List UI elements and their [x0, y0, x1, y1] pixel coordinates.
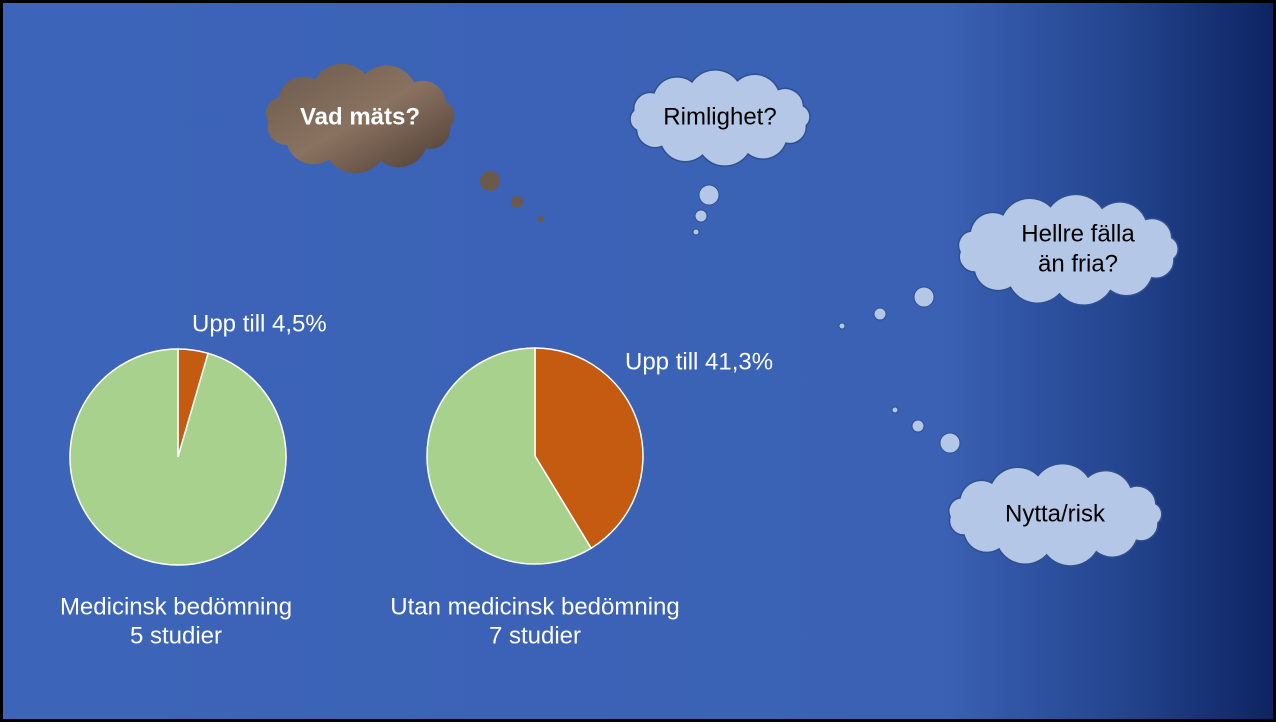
cloud-text: Rimlighet?: [663, 103, 776, 130]
value-label: Upp till 4,5%: [192, 310, 327, 337]
cloud-text: än fria?: [1038, 250, 1118, 277]
thought-bubble: [695, 210, 707, 222]
thought-bubble: [480, 171, 500, 191]
value-label: Upp till 41,3%: [625, 348, 773, 375]
thought-bubble: [511, 196, 523, 208]
pie-subtitle: 5 studier: [130, 622, 222, 649]
thought-bubble: [874, 308, 886, 320]
pie-slice: [70, 349, 286, 565]
slide: Vad mäts? Rimlighet? Hellre fälla än fria? N…: [0, 0, 1276, 722]
thought-bubble: [914, 287, 934, 307]
pie-subtitle: 7 studier: [489, 622, 581, 649]
thought-bubble: [839, 323, 845, 329]
pie-title: Utan medicinsk bedömning: [390, 593, 680, 620]
thought-bubble: [912, 420, 924, 432]
page: {"chart_data": [ {"type": "pie", "title"…: [0, 0, 1276, 722]
thought-bubble: [892, 407, 898, 413]
cloud-text: Nytta/risk: [1005, 500, 1106, 527]
cloud-text: Vad mäts?: [300, 103, 420, 130]
thought-bubble: [940, 433, 960, 453]
thought-bubble: [538, 216, 544, 222]
pie-title: Medicinsk bedömning: [60, 593, 292, 620]
thought-bubble: [693, 229, 699, 235]
cloud-text: Hellre fälla: [1021, 220, 1135, 247]
thought-bubble: [699, 185, 719, 205]
